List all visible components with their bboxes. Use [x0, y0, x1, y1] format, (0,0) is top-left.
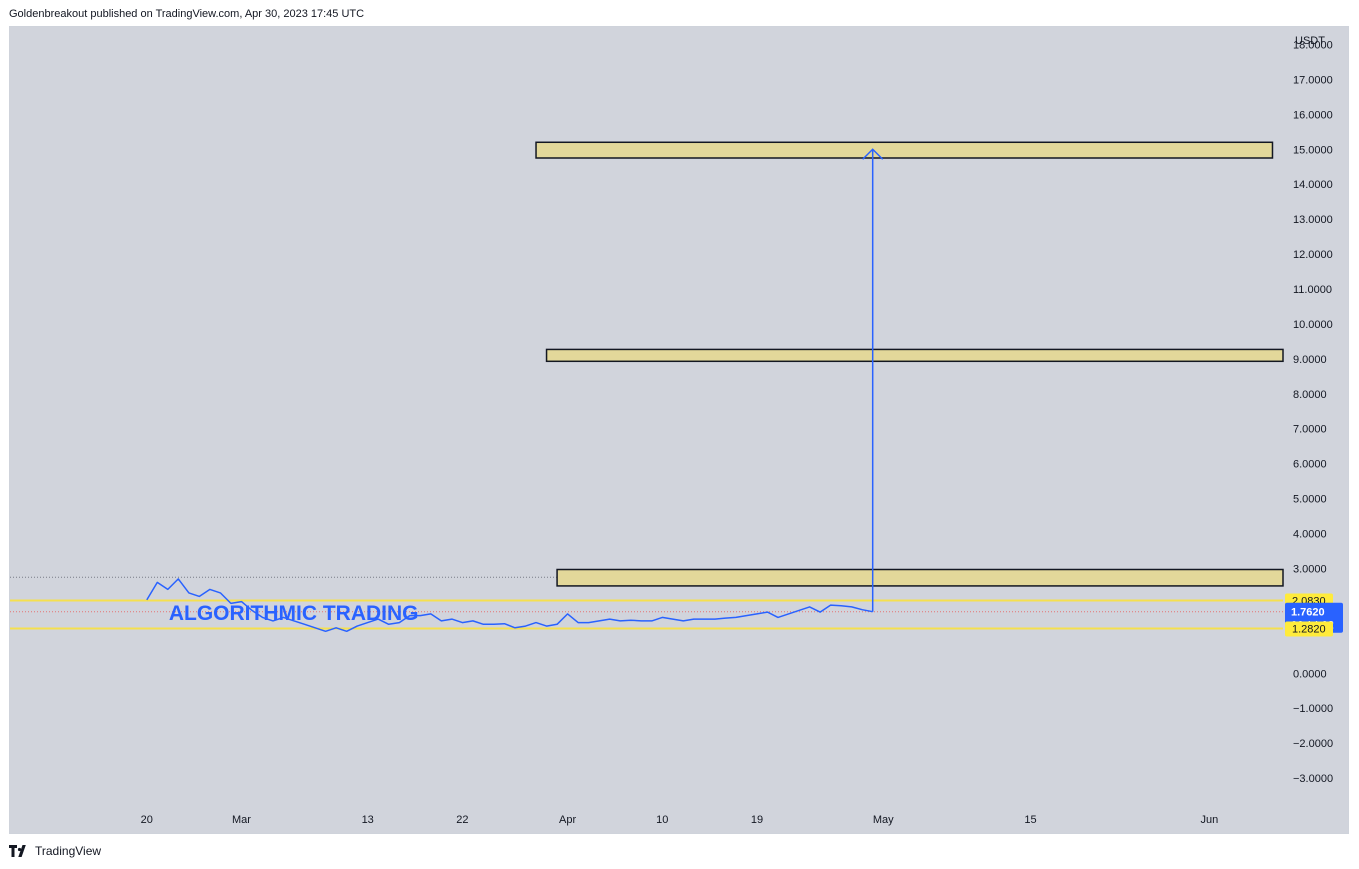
annotation-layer: ALGORITHMIC TRADING [169, 602, 419, 625]
footer: TradingView [9, 844, 101, 858]
y-tick-label: 6.0000 [1293, 459, 1327, 471]
y-tick-label: 14.0000 [1293, 179, 1333, 191]
y-tick-label: 13.0000 [1293, 214, 1333, 226]
y-tick-label: 16.0000 [1293, 109, 1333, 121]
y-tick-label: 3.0000 [1293, 563, 1327, 575]
y-tick-label: 11.0000 [1293, 284, 1332, 296]
time-axis[interactable]: 20 Mar 13 22 Apr 10 19 May 15 Jun [141, 814, 1219, 826]
y-tick-label: 10.0000 [1293, 319, 1333, 331]
y-tick-label: 12.0000 [1293, 249, 1333, 261]
projection-arrow [862, 148, 884, 612]
x-tick-label: 20 [141, 814, 153, 826]
target-zones [535, 141, 1284, 587]
y-tick-label: 5.0000 [1293, 494, 1327, 506]
y-tick-label: 4.0000 [1293, 529, 1327, 541]
target-zone [535, 141, 1274, 159]
y-tick-label: 7.0000 [1293, 424, 1327, 436]
x-tick-label: Jun [1200, 814, 1218, 826]
y-tick-label: −3.0000 [1293, 773, 1333, 785]
chart-area[interactable] [9, 26, 1349, 834]
target-zone [545, 348, 1284, 363]
x-tick-label: 15 [1024, 814, 1036, 826]
tradingview-logo-icon [9, 845, 26, 857]
y-tick-label: −1.0000 [1293, 703, 1333, 715]
current-price-value: 1.7620 [1291, 607, 1325, 619]
footer-brand: TradingView [35, 844, 102, 858]
price-line [146, 578, 873, 633]
y-tick-label: 9.0000 [1293, 354, 1327, 366]
x-tick-label: May [873, 814, 894, 826]
level-price-tag [1285, 621, 1333, 637]
price-series [146, 578, 873, 633]
x-tick-label: 19 [751, 814, 763, 826]
publish-info: Goldenbreakout published on TradingView.… [9, 8, 365, 20]
y-tick-label: −2.0000 [1293, 738, 1333, 750]
arrow-head [862, 148, 884, 160]
level-price-value: 1.2820 [1292, 623, 1326, 635]
y-tick-label: 15.0000 [1293, 144, 1333, 156]
x-tick-label: Apr [559, 814, 576, 826]
y-tick-label: 18.0000 [1293, 39, 1333, 51]
algorithmic-trading-label: ALGORITHMIC TRADING [169, 602, 419, 625]
target-zone [556, 568, 1284, 587]
x-tick-label: 13 [362, 814, 374, 826]
x-tick-label: Mar [232, 814, 251, 826]
y-tick-label: 8.0000 [1293, 389, 1327, 401]
y-tick-label: 17.0000 [1293, 74, 1333, 86]
x-tick-label: 22 [456, 814, 468, 826]
price-axis[interactable]: USDT 18.0000 17.0000 16.0000 15.0000 14.0000… [1293, 35, 1333, 785]
x-tick-label: 10 [656, 814, 668, 826]
axis-unit-label: USDT [1295, 35, 1325, 47]
y-tick-label: 0.0000 [1293, 668, 1327, 680]
